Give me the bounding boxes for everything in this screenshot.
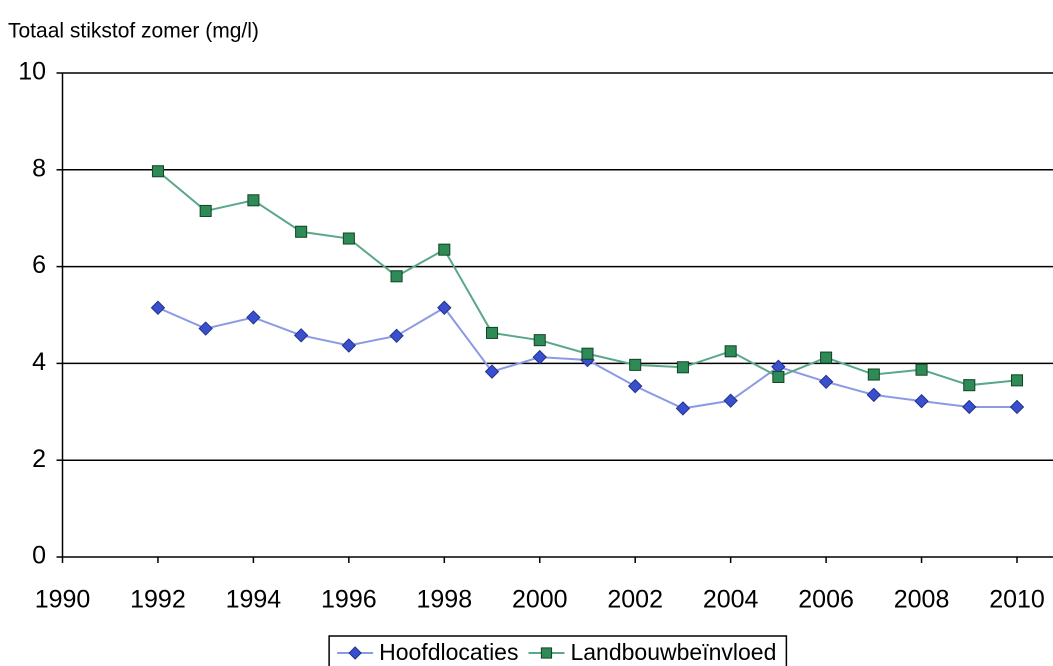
marker xyxy=(198,321,213,336)
marker xyxy=(962,399,977,415)
marker xyxy=(389,328,404,344)
marker xyxy=(820,351,833,364)
marker xyxy=(533,334,546,347)
marker xyxy=(246,310,261,325)
marker xyxy=(484,364,500,379)
x-tick-label: 1992 xyxy=(130,586,186,614)
y-tick-label: 0 xyxy=(32,542,46,570)
marker xyxy=(438,243,451,256)
marker xyxy=(914,393,929,409)
marker xyxy=(293,328,309,343)
marker xyxy=(675,401,691,416)
x-tick-label: 2004 xyxy=(703,586,759,614)
marker xyxy=(199,204,212,217)
marker xyxy=(486,326,499,339)
x-tick-label: 1990 xyxy=(35,586,91,614)
marker xyxy=(532,349,547,365)
y-tick-label: 4 xyxy=(32,348,46,376)
y-tick-label: 2 xyxy=(32,445,46,473)
x-tick-label: 2008 xyxy=(894,586,950,614)
marker xyxy=(866,387,882,403)
marker xyxy=(150,300,166,315)
marker xyxy=(581,347,594,360)
marker xyxy=(915,363,928,376)
marker xyxy=(437,300,452,315)
x-tick-label: 1996 xyxy=(321,586,377,614)
y-tick-label: 10 xyxy=(18,58,46,86)
marker xyxy=(342,232,355,245)
y-tick-label: 8 xyxy=(32,154,46,182)
legend: Hoofdlocaties Landbouwbeïnvloed xyxy=(328,635,788,666)
marker xyxy=(963,379,976,392)
marker xyxy=(627,378,643,394)
marker xyxy=(295,225,308,238)
marker xyxy=(1009,399,1025,415)
marker xyxy=(724,345,737,358)
marker xyxy=(1010,374,1024,387)
chart-title: Totaal stikstof zomer (mg/l) xyxy=(8,20,259,43)
legend-label: Hoofdlocaties xyxy=(379,639,518,665)
marker xyxy=(629,358,642,371)
x-tick-label: 1994 xyxy=(226,586,282,614)
marker xyxy=(247,194,260,207)
marker xyxy=(341,338,357,353)
x-tick-label: 2010 xyxy=(989,586,1045,614)
marker xyxy=(818,374,834,389)
marker xyxy=(676,361,689,374)
x-tick-label: 2000 xyxy=(512,586,568,614)
marker xyxy=(723,393,738,408)
legend-box xyxy=(328,635,788,666)
marker xyxy=(348,646,362,660)
marker xyxy=(772,370,785,383)
x-tick-label: 2006 xyxy=(798,586,854,614)
marker xyxy=(540,647,553,659)
x-tick-label: 2002 xyxy=(607,586,663,614)
marker xyxy=(390,270,403,283)
marker xyxy=(151,165,164,178)
x-tick-label: 1998 xyxy=(416,586,472,614)
legend-label: Landbouwbeïnvloed xyxy=(570,639,776,665)
marker xyxy=(867,368,880,381)
y-tick-label: 6 xyxy=(32,251,46,279)
